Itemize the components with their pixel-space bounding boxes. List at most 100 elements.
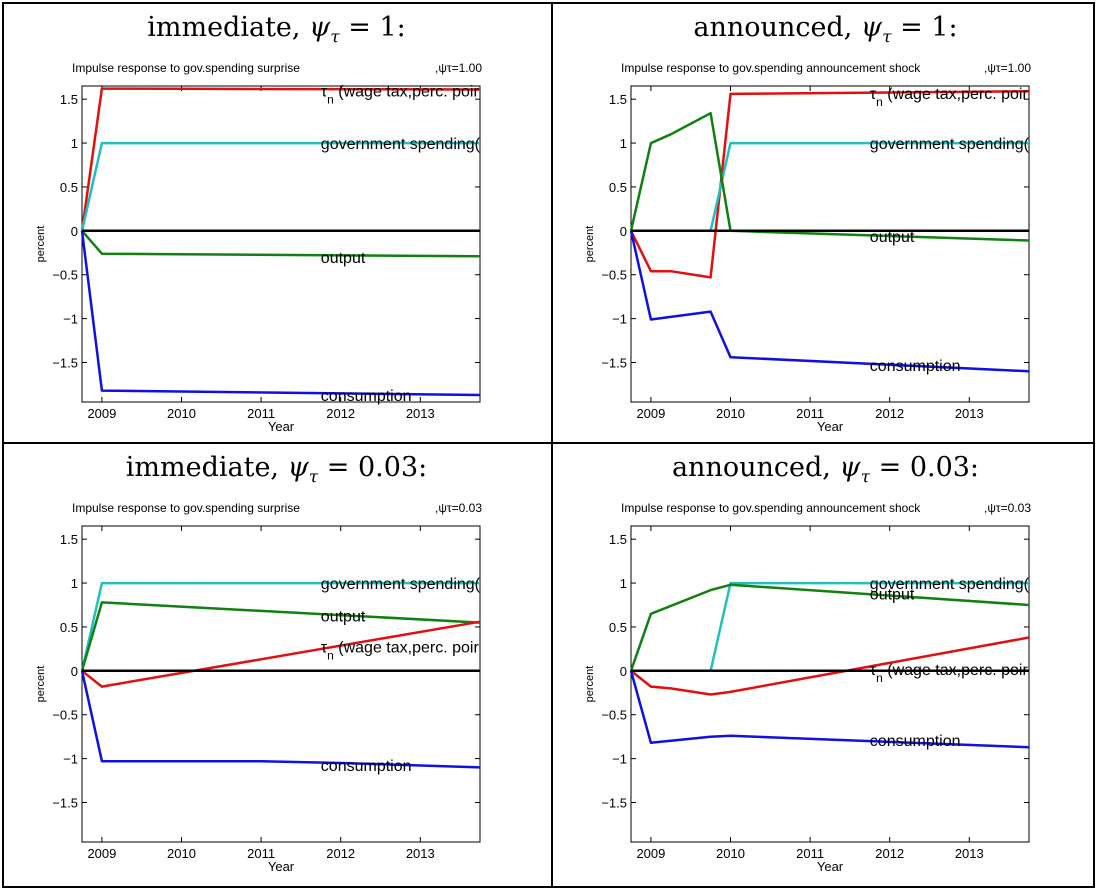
x-tick-label: 2013 xyxy=(406,406,435,421)
series-line xyxy=(80,87,481,231)
heading-value: 1: xyxy=(931,12,958,43)
y-tick-label: 0.5 xyxy=(609,620,627,635)
chart-param-label: ,ψτ=1.00 xyxy=(435,61,482,75)
heading-prefix: immediate, xyxy=(125,452,288,483)
series-annotation: output xyxy=(321,609,366,626)
x-tick-label: 2009 xyxy=(636,846,665,861)
panel-announced-psi-1: announced, ψτ = 1: Impulse response to g… xyxy=(553,4,1097,440)
y-tick-label: 1 xyxy=(620,136,627,151)
y-tick-label: −1.5 xyxy=(601,796,627,811)
series-annotation: government spending( xyxy=(870,576,1030,593)
series-line xyxy=(629,670,1030,749)
x-tick-label: 2012 xyxy=(875,846,904,861)
series-annotation: τn (wage tax,perc. poir xyxy=(870,86,1029,109)
y-axis-label: percent xyxy=(35,226,47,263)
y-axis-label: percent xyxy=(35,666,47,703)
y-tick-label: 0 xyxy=(71,664,78,679)
plot-area xyxy=(630,85,1030,403)
y-tick-label: 0 xyxy=(620,224,627,239)
series-line xyxy=(80,670,481,769)
x-tick-label: 2009 xyxy=(87,846,116,861)
x-tick-label: 2011 xyxy=(247,846,275,861)
y-tick-label: −1 xyxy=(63,312,78,327)
series-line xyxy=(631,581,1029,673)
y-tick-label: 1 xyxy=(71,576,78,591)
y-tick-label: 1.5 xyxy=(609,92,627,107)
panel-heading: announced, ψτ = 1: xyxy=(693,12,958,48)
horizontal-divider xyxy=(4,442,1093,444)
panel-heading: immediate, ψτ = 0.03: xyxy=(125,452,428,488)
x-tick-label: 2009 xyxy=(636,406,665,421)
vertical-divider xyxy=(551,4,553,886)
y-tick-label: −1 xyxy=(63,752,78,767)
heading-prefix: announced, xyxy=(693,12,861,43)
y-tick-label: −1 xyxy=(612,312,627,327)
plot-area xyxy=(630,525,1030,843)
chart-title: Impulse response to gov.spending surpris… xyxy=(72,501,300,515)
series-annotation: consumption xyxy=(870,733,961,750)
series-annotation: consumption xyxy=(321,758,412,775)
y-tick-label: 1.5 xyxy=(60,532,78,547)
heading-prefix: immediate, xyxy=(147,12,310,43)
series-line xyxy=(80,141,480,232)
chart-announced-psi-003: Impulse response to gov.spending announc… xyxy=(584,501,1031,874)
x-tick-label: 2010 xyxy=(167,406,196,421)
x-axis-label: Year xyxy=(817,419,844,434)
chart-title: Impulse response to gov.spending surpris… xyxy=(72,61,300,75)
y-tick-label: 0 xyxy=(620,664,627,679)
x-tick-label: 2009 xyxy=(87,406,116,421)
y-axis-label: percent xyxy=(584,226,596,263)
y-tick-label: 1 xyxy=(71,136,78,151)
chart-immediate-psi-003: Impulse response to gov.spending surpris… xyxy=(35,501,482,874)
panel-heading: announced, ψτ = 0.03: xyxy=(671,452,980,488)
panel-immediate-psi-1: immediate, ψτ = 1: Impulse response to g… xyxy=(4,4,549,440)
y-tick-label: −0.5 xyxy=(52,268,78,283)
panel-heading: immediate, ψτ = 1: xyxy=(147,12,406,48)
chart-title: Impulse response to gov.spending announc… xyxy=(621,61,921,75)
y-tick-label: 0.5 xyxy=(609,180,627,195)
x-tick-label: 2010 xyxy=(716,406,745,421)
series-annotation: consumption xyxy=(321,388,412,405)
series-line xyxy=(81,620,481,688)
chart-param-label: ,ψτ=0.03 xyxy=(984,501,1031,515)
x-tick-label: 2013 xyxy=(955,846,984,861)
x-tick-label: 2012 xyxy=(326,406,355,421)
y-tick-label: 1.5 xyxy=(60,92,78,107)
chart-title: Impulse response to gov.spending announc… xyxy=(621,501,921,515)
series-line xyxy=(630,636,1030,696)
heading-value: 1: xyxy=(379,12,406,43)
y-tick-label: −1 xyxy=(612,752,627,767)
heading-value: 0.03: xyxy=(909,452,980,483)
plot-area xyxy=(81,85,481,403)
x-axis-label: Year xyxy=(268,419,295,434)
series-line xyxy=(629,90,1030,279)
x-tick-label: 2010 xyxy=(167,846,196,861)
chart-param-label: ,ψτ=1.00 xyxy=(984,61,1031,75)
y-tick-label: 0.5 xyxy=(60,620,78,635)
series-annotation: output xyxy=(321,250,366,267)
y-tick-label: −1.5 xyxy=(52,356,78,371)
y-axis-label: percent xyxy=(584,666,596,703)
panel-announced-psi-003: announced, ψτ = 0.03: Impulse response t… xyxy=(553,444,1097,880)
series-annotation: output xyxy=(870,587,915,604)
series-annotation: government spending( xyxy=(870,136,1030,153)
series-annotation: consumption xyxy=(870,358,961,375)
y-tick-label: −0.5 xyxy=(601,268,627,283)
x-tick-label: 2013 xyxy=(955,406,984,421)
series-annotation: τn (wage tax,perc. poir xyxy=(321,83,480,106)
series-line xyxy=(80,581,480,672)
y-tick-label: 1 xyxy=(620,576,627,591)
series-annotation: government spending( xyxy=(321,136,481,153)
y-tick-label: 0.5 xyxy=(60,180,78,195)
plot-area xyxy=(81,525,481,843)
series-line xyxy=(629,583,1030,672)
heading-prefix: announced, xyxy=(671,452,840,483)
series-annotation: output xyxy=(870,229,915,246)
x-axis-label: Year xyxy=(817,859,844,874)
chart-param-label: ,ψτ=0.03 xyxy=(435,501,482,515)
chart-immediate-psi-1: Impulse response to gov.spending surpris… xyxy=(35,61,482,434)
series-line xyxy=(80,601,481,672)
panel-immediate-psi-003: immediate, ψτ = 0.03: Impulse response t… xyxy=(4,444,549,880)
x-tick-label: 2012 xyxy=(875,406,904,421)
